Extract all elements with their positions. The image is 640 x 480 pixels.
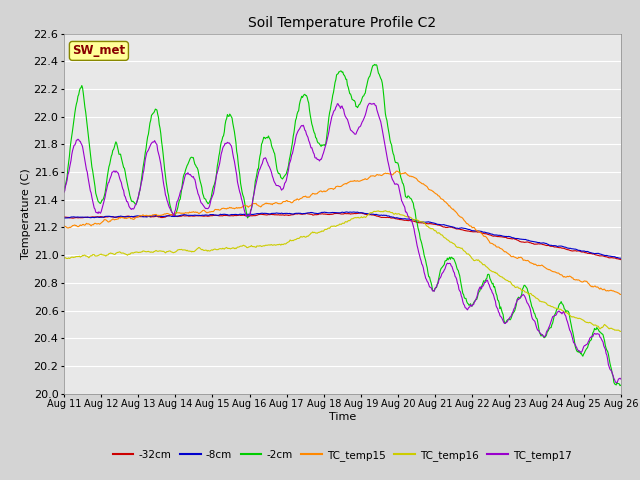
-2cm [411,207,419,213]
TC_temp15 [411,175,419,180]
-2cm [371,61,378,67]
TC_temp16 [411,216,419,222]
-32cm [60,214,68,220]
TC_temp17 [428,285,435,290]
-32cm [214,213,221,218]
-2cm [214,163,221,168]
-32cm [428,221,435,227]
-2cm [127,198,135,204]
-2cm [428,280,435,286]
TC_temp17 [617,376,625,382]
-8cm [411,217,419,223]
-8cm [343,209,351,215]
-32cm [411,218,419,224]
-32cm [355,210,363,216]
Y-axis label: Temperature (C): Temperature (C) [20,168,31,259]
TC_temp16 [60,255,68,261]
Line: TC_temp16: TC_temp16 [64,211,621,331]
Line: -8cm: -8cm [64,212,621,258]
TC_temp17 [60,190,68,195]
Line: TC_temp17: TC_temp17 [64,103,621,383]
Line: TC_temp15: TC_temp15 [64,171,621,294]
-8cm [70,214,78,220]
Title: Soil Temperature Profile C2: Soil Temperature Profile C2 [248,16,436,30]
-8cm [617,255,625,261]
TC_temp17 [70,143,78,148]
-8cm [184,213,192,218]
TC_temp15 [428,187,435,193]
TC_temp16 [428,226,435,232]
TC_temp16 [127,250,135,256]
TC_temp17 [184,170,192,176]
-32cm [184,213,192,219]
-32cm [70,215,78,221]
-8cm [428,220,435,226]
-2cm [60,188,68,193]
TC_temp17 [366,100,374,106]
-8cm [127,214,135,219]
TC_temp17 [214,169,221,175]
TC_temp15 [214,207,221,213]
TC_temp15 [617,291,625,297]
TC_temp16 [70,254,78,260]
TC_temp15 [70,222,78,228]
-32cm [127,214,135,219]
-8cm [60,215,68,221]
TC_temp17 [613,380,621,385]
TC_temp15 [184,210,192,216]
X-axis label: Time: Time [329,412,356,422]
Legend: -32cm, -8cm, -2cm, TC_temp15, TC_temp16, TC_temp17: -32cm, -8cm, -2cm, TC_temp15, TC_temp16,… [108,445,577,465]
Text: SW_met: SW_met [72,44,125,58]
Line: -32cm: -32cm [64,213,621,260]
-2cm [70,117,78,122]
TC_temp17 [411,231,419,237]
-2cm [184,161,192,167]
TC_temp15 [393,168,401,174]
TC_temp16 [381,208,389,214]
-8cm [214,212,221,218]
-32cm [617,257,625,263]
-2cm [616,383,624,388]
-8cm [616,255,624,261]
TC_temp15 [127,216,135,221]
-2cm [617,382,625,388]
TC_temp17 [127,206,135,212]
TC_temp15 [60,223,68,228]
TC_temp16 [617,328,625,334]
Line: -2cm: -2cm [64,64,621,385]
TC_temp16 [214,247,221,252]
TC_temp16 [184,248,192,254]
